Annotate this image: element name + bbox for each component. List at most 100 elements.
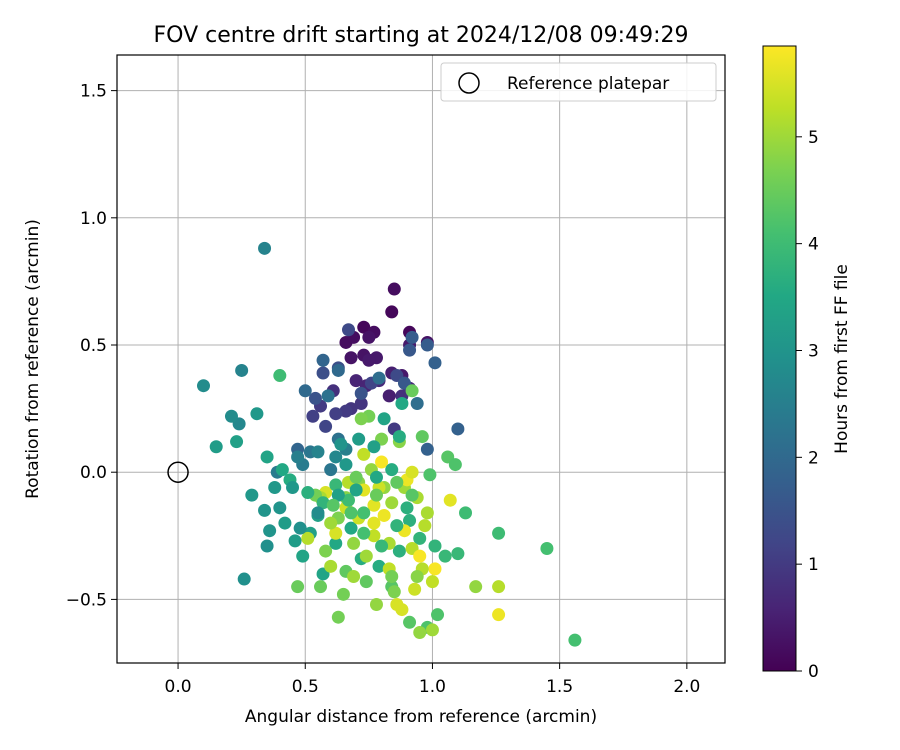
data-point bbox=[387, 282, 401, 296]
data-point bbox=[268, 480, 282, 494]
data-point bbox=[344, 351, 358, 365]
data-point bbox=[230, 435, 244, 449]
data-point bbox=[400, 501, 414, 515]
data-point bbox=[316, 353, 330, 367]
data-point bbox=[369, 488, 383, 502]
plot-frame bbox=[116, 54, 726, 664]
data-point bbox=[390, 475, 404, 489]
data-point bbox=[319, 544, 333, 558]
data-point bbox=[408, 582, 422, 596]
legend: Reference platepar bbox=[440, 62, 717, 102]
data-point bbox=[344, 521, 358, 535]
x-axis-ticks: 0.0 0.5 1.0 1.5 2.0 bbox=[165, 663, 700, 697]
data-point bbox=[420, 338, 434, 352]
y-tick-label: 0.5 bbox=[80, 336, 107, 356]
data-point bbox=[362, 353, 376, 367]
data-point bbox=[415, 430, 429, 444]
data-point bbox=[324, 559, 338, 573]
data-point bbox=[377, 412, 391, 426]
data-point bbox=[311, 445, 325, 459]
data-point bbox=[362, 330, 376, 344]
data-point bbox=[341, 493, 355, 507]
data-point bbox=[296, 549, 310, 563]
data-point bbox=[425, 575, 439, 589]
data-point bbox=[209, 440, 223, 454]
data-point bbox=[369, 470, 383, 484]
x-axis-label: Angular distance from reference (arcmin) bbox=[245, 707, 597, 727]
data-point bbox=[301, 486, 315, 500]
data-point bbox=[385, 305, 399, 319]
data-point bbox=[339, 458, 353, 472]
data-point bbox=[286, 480, 300, 494]
data-point bbox=[359, 549, 373, 563]
colorbar-tick-label: 1 bbox=[808, 555, 819, 575]
data-point bbox=[275, 463, 289, 477]
data-point bbox=[250, 407, 264, 421]
data-point bbox=[339, 404, 353, 418]
data-point bbox=[492, 580, 506, 594]
data-point bbox=[413, 531, 427, 545]
data-point bbox=[405, 330, 419, 344]
data-point bbox=[372, 559, 386, 573]
data-point bbox=[329, 478, 343, 492]
data-points bbox=[196, 241, 582, 647]
legend-box bbox=[440, 62, 717, 102]
data-point bbox=[301, 531, 315, 545]
data-point bbox=[390, 597, 404, 611]
data-point bbox=[405, 384, 419, 398]
data-point bbox=[367, 498, 381, 512]
x-tick-label: 2.0 bbox=[673, 677, 700, 697]
colorbar-tick-label: 4 bbox=[808, 235, 819, 255]
data-point bbox=[367, 516, 381, 530]
colorbar-tick-label: 2 bbox=[808, 448, 819, 468]
colorbar: 0 1 2 3 4 5 Hours from first FF file bbox=[762, 45, 852, 682]
data-point bbox=[392, 430, 406, 444]
y-axis-ticks: −0.5 0.0 0.5 1.0 1.5 bbox=[66, 82, 117, 610]
y-tick-label: 1.0 bbox=[80, 209, 107, 229]
data-point bbox=[403, 514, 417, 528]
data-point bbox=[341, 323, 355, 337]
data-point bbox=[235, 363, 249, 377]
colorbar-gradient bbox=[762, 45, 797, 672]
data-point bbox=[291, 580, 305, 594]
legend-entry-reference-platepar: Reference platepar bbox=[507, 74, 669, 94]
y-axis-label: Rotation from reference (arcmin) bbox=[23, 219, 43, 499]
x-tick-label: 0.5 bbox=[292, 677, 319, 697]
x-tick-label: 0.0 bbox=[165, 677, 192, 697]
data-point bbox=[420, 442, 434, 456]
data-point bbox=[568, 633, 582, 647]
data-point bbox=[413, 625, 427, 639]
chart-title: FOV centre drift starting at 2024/12/08 … bbox=[154, 23, 689, 48]
data-point bbox=[431, 608, 445, 622]
data-point bbox=[321, 389, 335, 403]
data-point bbox=[326, 498, 340, 512]
data-point bbox=[352, 432, 366, 446]
data-point bbox=[263, 524, 277, 538]
data-point bbox=[329, 450, 343, 464]
data-point bbox=[425, 623, 439, 637]
data-point bbox=[273, 369, 287, 383]
data-point bbox=[329, 407, 343, 421]
data-point bbox=[469, 580, 483, 594]
data-point bbox=[347, 570, 361, 584]
data-point bbox=[258, 241, 272, 255]
x-tick-label: 1.5 bbox=[546, 677, 573, 697]
y-tick-label: 1.5 bbox=[80, 82, 107, 102]
reference-point-marker bbox=[167, 461, 189, 483]
legend-marker-icon bbox=[458, 72, 480, 94]
data-point bbox=[413, 549, 427, 563]
data-point bbox=[438, 549, 452, 563]
data-point bbox=[405, 465, 419, 479]
data-point bbox=[403, 615, 417, 629]
data-point bbox=[385, 496, 399, 510]
data-point bbox=[448, 458, 462, 472]
data-point bbox=[354, 397, 368, 411]
data-point bbox=[418, 519, 432, 533]
data-point bbox=[423, 468, 437, 482]
data-point bbox=[369, 597, 383, 611]
data-point bbox=[377, 508, 391, 522]
data-point bbox=[293, 521, 307, 535]
colorbar-tick-label: 5 bbox=[808, 128, 819, 148]
data-point bbox=[349, 483, 363, 497]
data-point bbox=[324, 463, 338, 477]
